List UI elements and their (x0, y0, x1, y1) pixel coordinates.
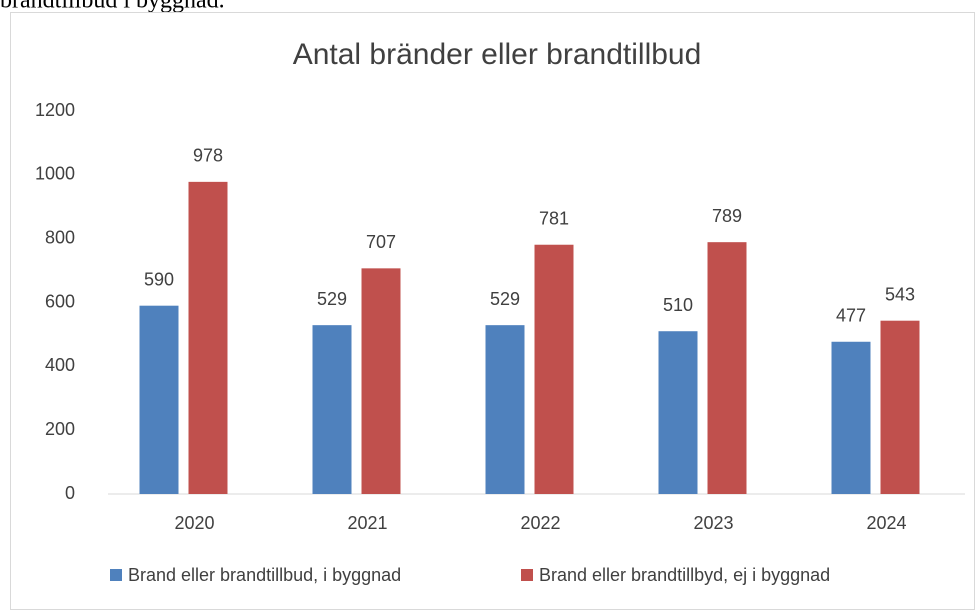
legend-swatch (521, 569, 533, 581)
x-tick-label: 2024 (866, 513, 906, 533)
data-label: 529 (317, 289, 347, 309)
y-tick-label: 1000 (35, 164, 75, 184)
x-tick-label: 2021 (347, 513, 387, 533)
y-tick-label: 1200 (35, 100, 75, 120)
legend-swatch (110, 569, 122, 581)
bar (188, 181, 228, 495)
y-tick-label: 400 (45, 355, 75, 375)
bar (658, 331, 698, 494)
legend-label: Brand eller brandtillbyd, ej i byggnad (539, 565, 830, 585)
data-label: 477 (836, 306, 866, 326)
y-tick-label: 200 (45, 419, 75, 439)
y-tick-label: 0 (65, 483, 75, 503)
data-label: 529 (490, 289, 520, 309)
y-tick-label: 800 (45, 227, 75, 247)
caption: brandtillbud i byggnad. (0, 0, 225, 14)
data-label: 707 (366, 232, 396, 252)
y-tick-label: 600 (45, 291, 75, 311)
x-tick-label: 2022 (520, 513, 560, 533)
bar (831, 341, 871, 494)
data-label: 781 (539, 208, 569, 228)
bar (139, 305, 179, 494)
bar (485, 325, 525, 494)
legend-label: Brand eller brandtillbud, i byggnad (128, 565, 401, 585)
x-tick-label: 2020 (174, 513, 214, 533)
bar (361, 268, 401, 494)
x-tick-label: 2023 (693, 513, 733, 533)
chart-title: Antal bränder eller brandtillbud (293, 38, 702, 71)
data-label: 543 (885, 284, 915, 304)
data-label: 590 (144, 269, 174, 289)
data-label: 789 (712, 206, 742, 226)
bar (707, 242, 747, 494)
data-label: 510 (663, 295, 693, 315)
bar (880, 320, 920, 494)
data-label: 978 (193, 146, 223, 166)
bar (312, 325, 352, 494)
bar (534, 244, 574, 494)
